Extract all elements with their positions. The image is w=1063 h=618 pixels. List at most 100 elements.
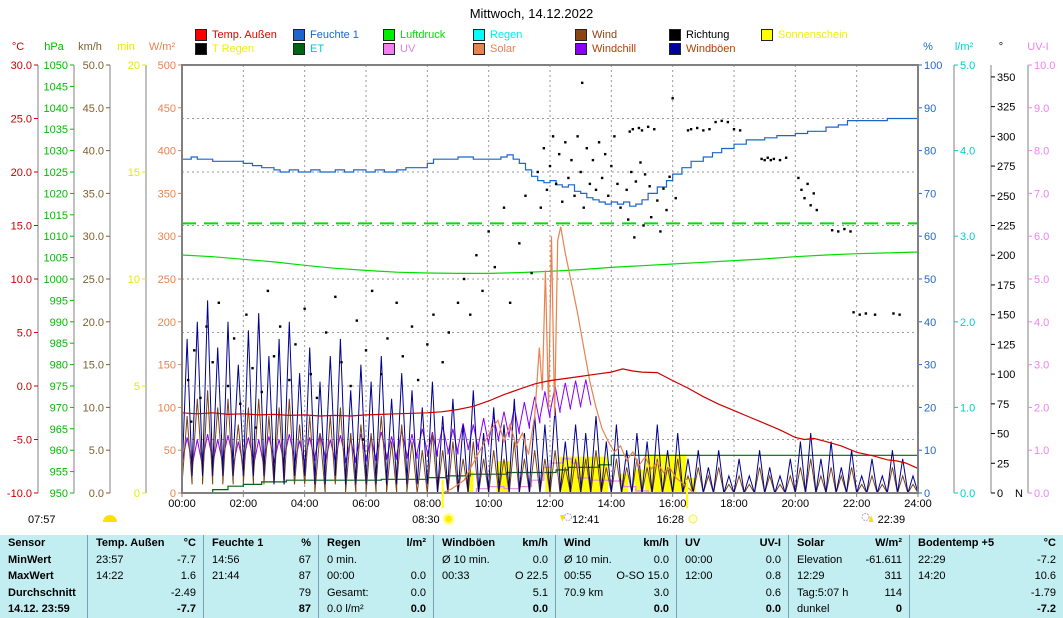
svg-text:0: 0 [924,488,930,500]
svg-text:1045: 1045 [44,81,68,93]
legend-label: Windchill [592,43,637,55]
cell-value: 3.0 [653,586,669,599]
table-cell: 14:20 10.6 [909,568,1063,585]
svg-text:04:00: 04:00 [291,498,319,510]
svg-text:km/h: km/h [78,41,102,53]
legend-swatch [473,29,485,41]
grid [182,65,918,493]
cell-value: 67 [298,553,311,566]
legend-swatch [383,29,395,41]
svg-text:16:28: 16:28 [656,514,684,526]
cell-value: 87 [298,570,311,583]
legend-swatch [195,29,207,41]
table-cell: 00:55 O-SO 15.0 [555,568,676,585]
cell-value: 0.0 [410,603,426,616]
svg-text:N: N [1015,488,1023,500]
cell-value: 0.0 [410,586,426,599]
cell-detail: Ø 10 min. [442,553,490,566]
cell-value: 114 [884,586,902,599]
legend-label: ET [310,43,325,55]
cell-value: 1.6 [180,570,196,583]
table-cell: 0 min. [318,551,433,569]
cell-detail: Windböen [442,537,496,549]
svg-text:18:00: 18:00 [720,498,748,510]
table-cell: UV UV-I [676,535,788,552]
legend-swatch [293,43,305,55]
series-Richtung [186,81,901,441]
legend-swatch [575,43,587,55]
cell-detail: 22:29 [918,553,946,566]
series-Wind [181,390,919,495]
svg-text:400: 400 [158,146,176,158]
cell-detail: 00:00 [327,570,355,583]
svg-text:25.0: 25.0 [83,274,104,286]
svg-text:15.0: 15.0 [11,221,32,233]
svg-text:7.0: 7.0 [1034,188,1049,200]
legend-item-1: Temp. Außen [195,29,277,41]
svg-text:75: 75 [997,399,1009,411]
svg-text:100: 100 [924,60,942,72]
legend-swatch [293,29,305,41]
legend-label: Luftdruck [400,29,446,41]
svg-text:8.0: 8.0 [1034,146,1049,158]
svg-text:1020: 1020 [44,188,68,200]
svg-text:1010: 1010 [44,231,68,243]
row-label: MaxWert [8,570,54,583]
cell-value: 0.0 [765,553,781,566]
cell-detail: 12:29 [797,570,825,583]
svg-text:50: 50 [164,445,176,457]
cell-detail: Wind [564,537,591,549]
chart-legend: Temp. Außen Feuchte 1 Luftdruck Regen Wind Ri… [0,0,1063,60]
legend-label: Windböen [686,43,736,55]
svg-text:14:00: 14:00 [598,498,626,510]
svg-text:275: 275 [997,161,1015,173]
table-cell: Gesamt: 0.0 [318,584,433,602]
svg-text:950: 950 [50,488,68,500]
svg-text:%: % [923,41,933,53]
legend-swatch [669,29,681,41]
table-row: MinWert 23:57 -7.7 14:56 67 0 min. Ø 10 min. 0.… [0,551,1063,569]
cell-detail: Regen [327,537,361,549]
table-cell: 00:00 0.0 [676,551,788,569]
legend-item-8: T Regen [195,43,254,55]
svg-text:80: 80 [924,146,936,158]
legend-item-2: Feuchte 1 [293,29,359,41]
time-axis [181,493,919,497]
cell-value: °C [1043,537,1056,549]
svg-text:5.0: 5.0 [1034,274,1049,286]
cell-value: 79 [298,586,311,599]
svg-text:min: min [117,41,135,53]
svg-text:980: 980 [50,360,68,372]
legend-label: T Regen [212,43,254,55]
legend-item-12: Windchill [575,43,636,55]
svg-text:10.0: 10.0 [1034,60,1055,72]
cell-value: O 22.5 [514,570,548,583]
svg-text:35.0: 35.0 [83,188,104,200]
svg-text:20.0: 20.0 [11,167,32,179]
table-cell: Regen l/m² [318,535,433,552]
cell-value: -2.49 [170,586,196,599]
legend-swatch [383,43,395,55]
svg-text:15: 15 [128,167,140,179]
svg-text:45.0: 45.0 [83,103,104,115]
cell-detail: Feuchte 1 [212,537,264,549]
svg-text:02:00: 02:00 [230,498,258,510]
legend-swatch [669,43,681,55]
svg-text:300: 300 [997,131,1015,143]
cell-value: 10.6 [1034,570,1056,583]
cell-detail: 14:56 [212,553,240,566]
svg-text:5.0: 5.0 [960,60,975,72]
svg-text:5.0: 5.0 [89,445,104,457]
svg-text:325: 325 [997,102,1015,114]
table-cell: 00:33 O 22.5 [433,568,555,585]
table-cell: 5.1 [433,584,555,602]
svg-text:25.0: 25.0 [11,114,32,126]
svg-text:965: 965 [50,424,68,436]
svg-text:-5.0: -5.0 [13,435,32,447]
table-cell: 0.6 [676,584,788,602]
cell-value: °C [183,537,196,549]
axis-°C [34,64,39,494]
legend-swatch [473,43,485,55]
table-row: MaxWert 14:22 1.6 21:44 87 00:00 0.0 00:33 O 22.… [0,568,1063,585]
